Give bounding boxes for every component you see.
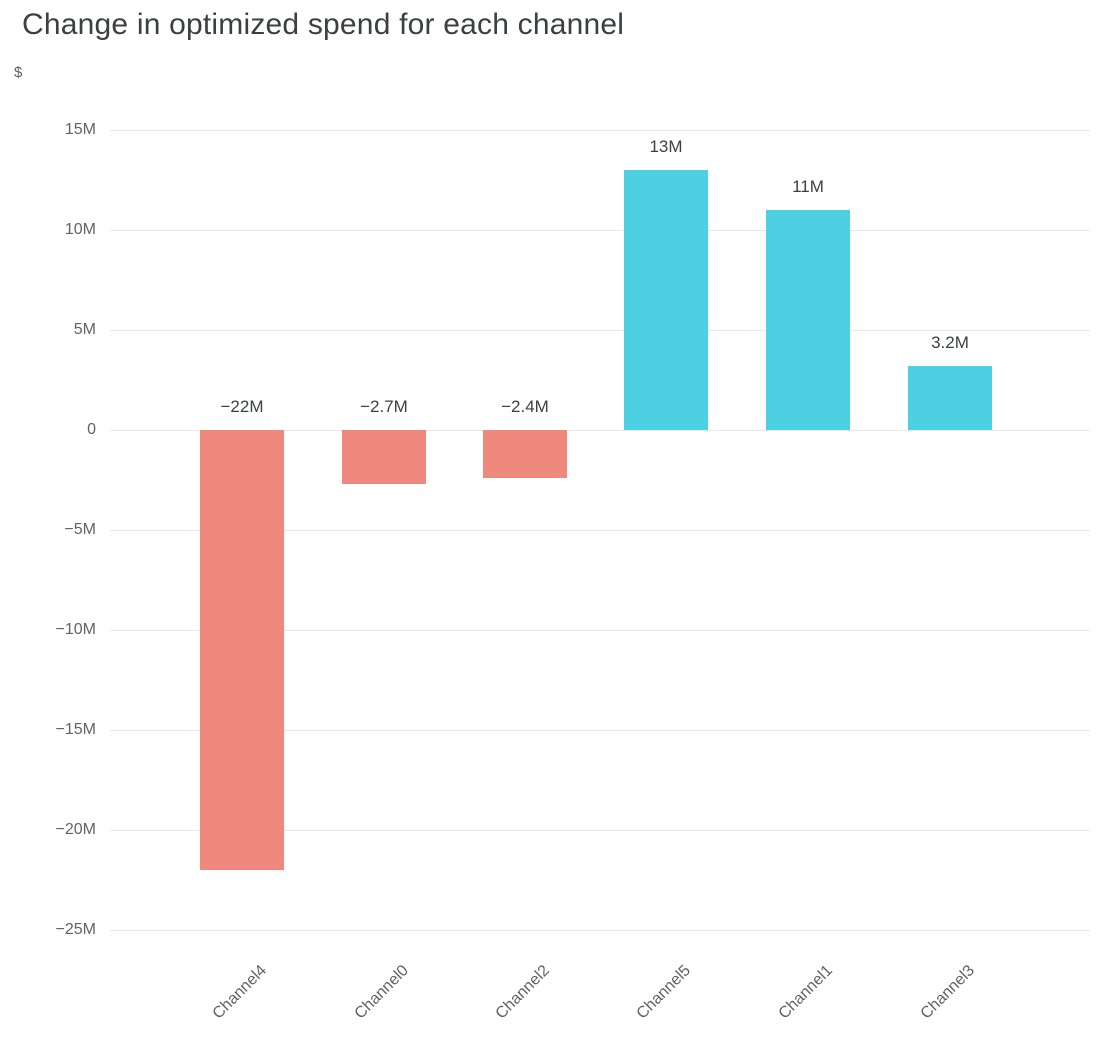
bar [624, 170, 708, 430]
gridline [110, 430, 1090, 431]
y-tick-label: 0 [87, 421, 96, 438]
x-tick-label: Channel0 [351, 962, 413, 1023]
bar-value-label: 3.2M [931, 333, 969, 352]
y-tick-label: −25M [55, 921, 96, 938]
y-tick-label: −15M [55, 721, 96, 738]
y-tick-label: −20M [55, 821, 96, 838]
gridline [110, 130, 1090, 131]
y-tick-label: −5M [64, 521, 96, 538]
x-tick-label: Channel3 [917, 962, 979, 1023]
y-tick-label: 10M [64, 221, 96, 238]
x-tick-label: Channel2 [492, 962, 554, 1023]
y-axis-title: $ [14, 64, 23, 81]
y-tick-label: 15M [64, 121, 96, 138]
gridline [110, 630, 1090, 631]
gridline [110, 730, 1090, 731]
bar [342, 430, 426, 484]
gridline [110, 830, 1090, 831]
bar [200, 430, 284, 870]
gridline [110, 330, 1090, 331]
gridline [110, 930, 1090, 931]
y-tick-label: −10M [55, 621, 96, 638]
bar-value-label: −2.7M [360, 397, 408, 416]
bar [483, 430, 567, 478]
bar [908, 366, 992, 430]
bar-value-label: 13M [649, 137, 683, 156]
gridline [110, 530, 1090, 531]
chart-title: Change in optimized spend for each chann… [22, 8, 625, 41]
bar [766, 210, 850, 430]
gridline [110, 230, 1090, 231]
x-tick-label: Channel4 [209, 962, 271, 1023]
bar-value-label: −22M [220, 397, 264, 416]
bar-value-label: 11M [792, 177, 824, 196]
y-tick-label: 5M [73, 321, 96, 338]
bar-value-label: −2.4M [501, 397, 549, 416]
x-tick-label: Channel5 [633, 962, 695, 1023]
x-tick-label: Channel1 [775, 962, 837, 1023]
